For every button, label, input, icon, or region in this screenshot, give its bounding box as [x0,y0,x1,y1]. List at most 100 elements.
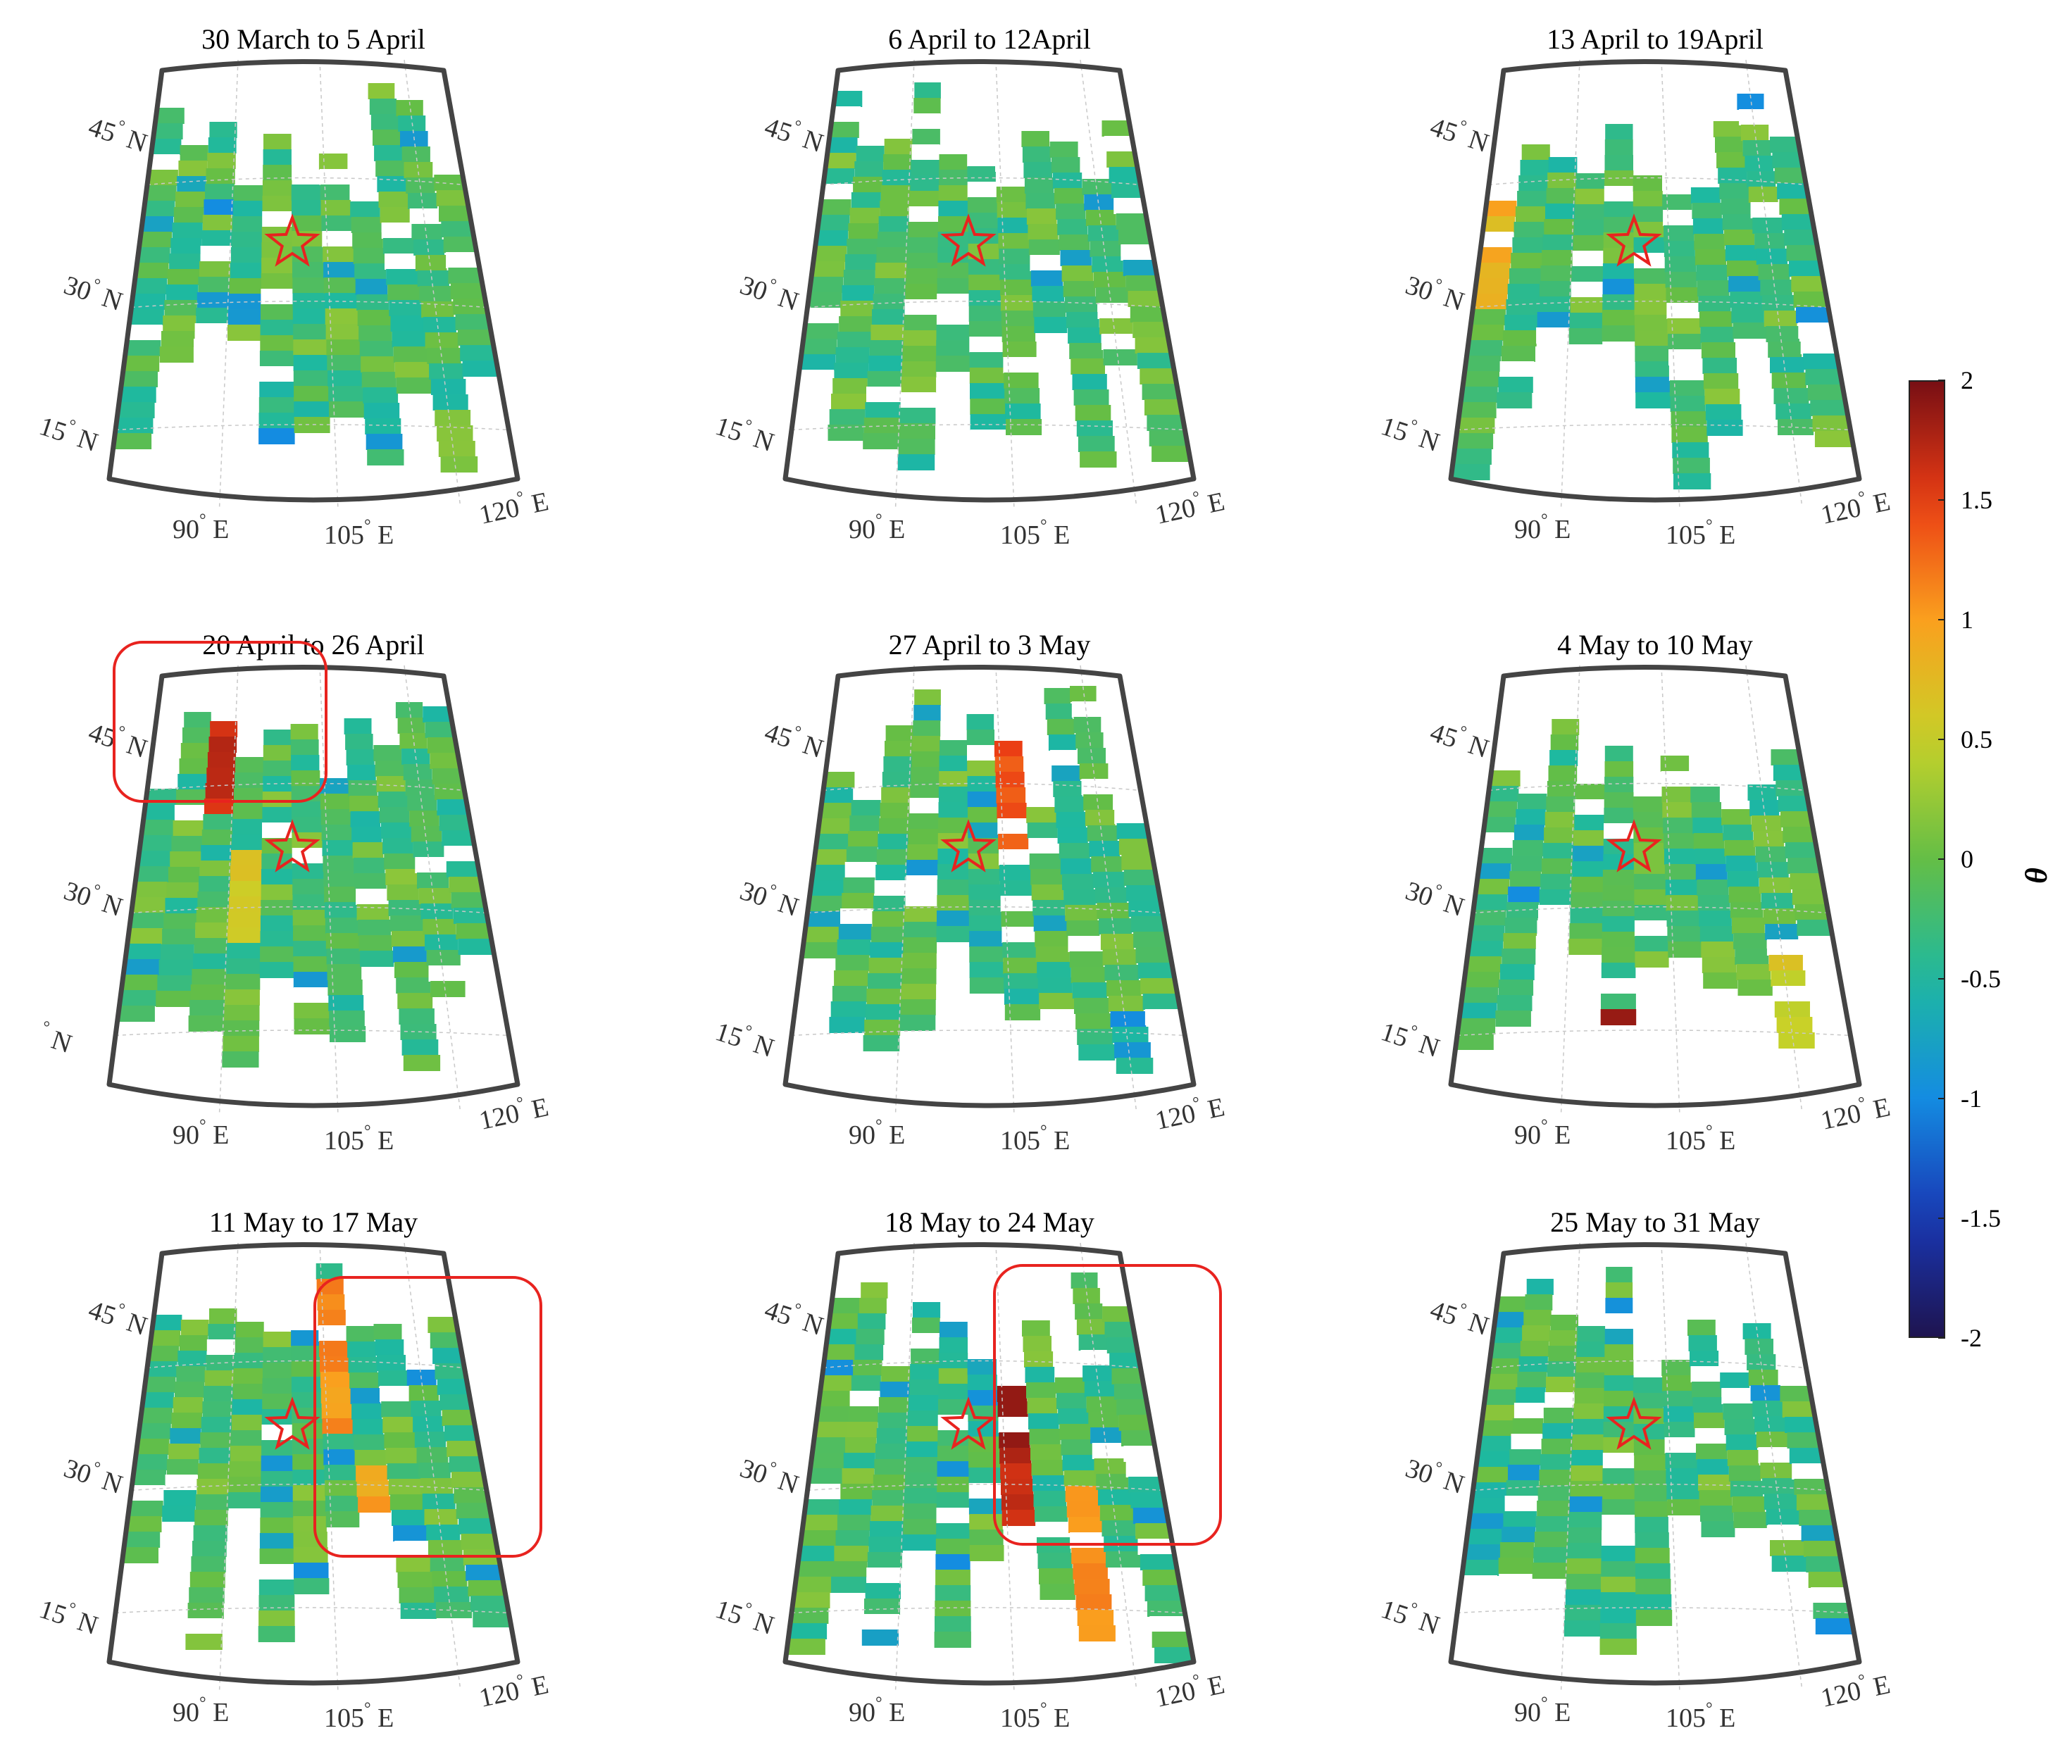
data-cell [188,1015,225,1032]
data-cell [1604,1360,1634,1376]
colorbar-tick-label: 1 [1961,606,1973,634]
data-cell [137,263,169,279]
data-cell [1725,245,1756,261]
data-cell [1549,1330,1578,1346]
data-cell [1672,442,1709,458]
data-cell [179,758,208,775]
data-cell [821,803,851,819]
data-cell [354,263,387,280]
data-cell [171,1413,202,1429]
data-cell [907,1426,939,1442]
longitude-label: 105° E [1666,1700,1735,1734]
data-cell [851,800,881,816]
data-cell [1770,357,1804,373]
data-cell [153,139,182,155]
data-cell [1703,972,1738,989]
data-cell [1604,1344,1634,1360]
data-cell [291,184,321,201]
data-cell [439,1394,470,1410]
data-cell [1601,994,1636,1010]
data-cell [902,953,937,969]
data-cell [1101,334,1135,350]
data-cell [1499,1542,1535,1558]
star-icon [940,819,997,872]
data-cell [1091,856,1123,872]
data-cell [205,184,235,200]
data-cell [439,815,470,831]
latitude-gridline [823,782,1141,792]
data-cell [1106,980,1142,996]
data-cell [967,182,997,198]
data-cell [1573,235,1604,251]
data-cell [996,187,1026,203]
latitude-gridline [146,177,465,186]
data-cell [120,387,156,403]
data-cell [444,1425,475,1441]
data-cell [1634,889,1667,906]
data-cell [1130,916,1164,932]
data-cell [325,918,358,934]
data-cell [421,301,454,318]
data-cell [293,956,327,972]
data-cell [1635,1610,1673,1626]
panel-title: 18 May to 24 May [885,1206,1094,1238]
data-cell [458,1518,492,1534]
data-cell [1004,373,1039,389]
data-cell [835,347,870,363]
data-cell [1106,151,1135,168]
data-cell [935,1601,971,1617]
data-cell [1762,295,1795,311]
data-cell [1664,1437,1697,1453]
data-cell [936,340,971,356]
data-cell [1771,749,1799,765]
data-cell [151,154,180,170]
data-cell [291,1330,320,1346]
panel-title: 25 May to 31 May [1550,1206,1760,1238]
data-cell [369,99,397,115]
data-cell [326,949,361,965]
data-cell [1570,908,1603,924]
data-cell [834,1546,869,1562]
data-cell [1061,1439,1092,1456]
data-cell [970,430,1007,446]
data-cell [327,964,362,980]
data-cell [824,1360,854,1376]
data-cell [937,294,970,310]
data-cell [1776,1017,1813,1033]
data-cell [1483,832,1514,849]
data-cell [913,113,941,130]
data-cell [968,275,1001,291]
data-cell [318,1325,347,1341]
data-cell [899,408,936,424]
data-cell [1661,1344,1690,1360]
data-cell [1032,286,1065,302]
data-cell [939,1337,968,1353]
data-cell [1564,1620,1601,1637]
data-cell [1690,187,1721,204]
data-cell [436,190,466,206]
colorbar-tick-label: -0.5 [1961,965,2001,993]
data-cell [1133,932,1167,948]
data-cell [940,740,968,756]
data-cell [903,330,937,346]
data-cell [1484,1405,1515,1421]
data-cell [1787,1432,1818,1449]
data-cell [809,292,842,308]
latitude-gridline [1488,177,1806,186]
data-cell [1060,250,1092,266]
data-cell [1662,1375,1692,1391]
data-cell [292,215,323,232]
data-cell [1768,955,1803,971]
colorbar-tick-label: 0.5 [1961,725,1992,753]
star-icon [1606,1396,1662,1450]
data-cell [867,1552,902,1568]
data-cell [292,1485,326,1501]
data-cell [1075,1594,1112,1610]
data-cell [870,942,904,958]
data-cell [937,880,969,896]
data-cell [135,882,168,898]
data-cell [868,973,903,989]
latitude-gridline [115,1607,509,1614]
data-cell [1756,1432,1788,1448]
